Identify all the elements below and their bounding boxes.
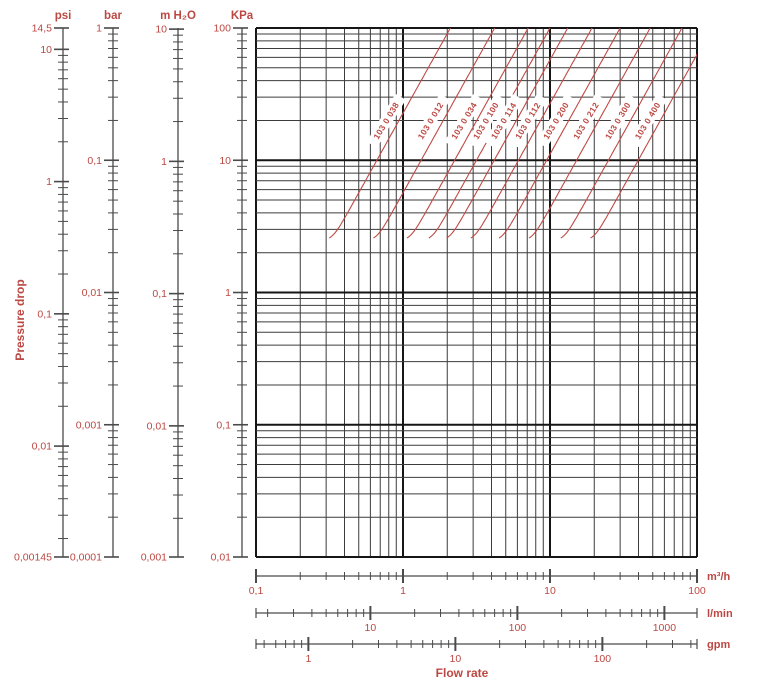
- valve-curves: [328, 28, 697, 239]
- valve-curve-103-0-114: [446, 28, 569, 239]
- valve-curve-103-0-034: [406, 28, 529, 239]
- scale-tick-label: 0,001: [76, 419, 102, 431]
- scale-tick-label: 1: [161, 156, 167, 168]
- scale-bottom-label: 0,001: [141, 552, 167, 564]
- scale-unit-label: psi: [55, 10, 72, 22]
- scale-tick-label: 0,01: [82, 287, 103, 299]
- curve-label-halo: [567, 94, 605, 148]
- scale-top-label: 14,5: [32, 23, 53, 35]
- scale-tick-label: 100: [213, 23, 231, 35]
- axis-tick-label: 1: [400, 585, 406, 597]
- curve-label-halo: [411, 94, 450, 148]
- flow-axis-gpm: 1 10 100 gpm: [255, 637, 730, 665]
- scale-tick-label: 0,01: [32, 441, 53, 453]
- scale-tick-label: 1: [96, 23, 102, 35]
- pressure-scale-bar: 1 0,1 0,01 0,001 0,0001 bar: [70, 10, 123, 564]
- scale-tick-label: 0,01: [211, 552, 232, 564]
- scale-tick-label: 0,1: [37, 308, 52, 320]
- curve-label-halo: [445, 94, 483, 148]
- flow-axis-lmin: 10 100 1000 l/min: [255, 606, 733, 634]
- scale-tick-label: 0,01: [147, 420, 168, 432]
- scale-tick-label: 10: [40, 44, 52, 56]
- scale-tick-label: 0,0001: [70, 552, 102, 564]
- scale-unit-label: bar: [104, 10, 122, 22]
- axis-unit-label: l/min: [707, 608, 733, 620]
- scale-bottom-label: 0,00145: [14, 552, 52, 564]
- axis-tick-label: 1000: [653, 622, 677, 634]
- curve-label-halo: [367, 94, 406, 148]
- scale-unit-label: m H₂O: [160, 10, 196, 22]
- pressure-drop-label: Pressure drop: [13, 279, 27, 360]
- curve-label-halo: [628, 94, 667, 148]
- valve-curve-103-0-400: [590, 53, 697, 239]
- valve-curve-103-0-012: [373, 28, 496, 239]
- axis-tick-label: 10: [365, 622, 377, 634]
- scale-tick-label: 1: [46, 176, 52, 188]
- curve-label-halo: [508, 94, 547, 148]
- axis-tick-label: 0,1: [249, 585, 264, 597]
- scale-tick-label: 10: [219, 155, 231, 167]
- valve-curve-103-0-212: [528, 28, 651, 239]
- valve-curve-103-0-300: [560, 28, 683, 239]
- pressure-scale-psi: 10 1 0,1 0,01 14,5 0,00145 psi: [14, 10, 71, 564]
- valve-curve-103-0-200: [498, 28, 621, 239]
- scale-tick-label: 10: [155, 24, 167, 36]
- scale-tick-label: 0,1: [152, 288, 167, 300]
- curve-label-halo: [598, 94, 637, 148]
- scale-tick-label: 0,1: [216, 419, 231, 431]
- axis-unit-label: m³/h: [707, 571, 731, 583]
- scale-tick-label: 0,1: [87, 155, 102, 167]
- pressure-scale-kpa: 100 10 1 0,1 0,01 KPa: [211, 10, 254, 564]
- scale-unit-label: KPa: [231, 10, 254, 22]
- valve-curve-103-0-038: [328, 28, 451, 239]
- axis-tick-label: 1: [305, 653, 311, 665]
- curve-label-halo: [467, 94, 505, 148]
- pressure-scale-mho: 10 1 0,1 0,01 0,001 m H₂O: [141, 10, 196, 564]
- axis-tick-label: 100: [594, 653, 612, 665]
- curve-label-halo: [537, 94, 575, 148]
- curve-label-halo: [484, 94, 523, 148]
- scale-tick-label: 1: [225, 287, 231, 299]
- flow-rate-label: Flow rate: [436, 666, 489, 680]
- axis-tick-label: 10: [450, 653, 462, 665]
- valve-curve-103-0-112: [470, 28, 593, 239]
- axis-tick-label: 100: [688, 585, 706, 597]
- axis-tick-label: 10: [544, 585, 556, 597]
- axis-unit-label: gpm: [707, 639, 730, 651]
- axis-tick-label: 100: [509, 622, 527, 634]
